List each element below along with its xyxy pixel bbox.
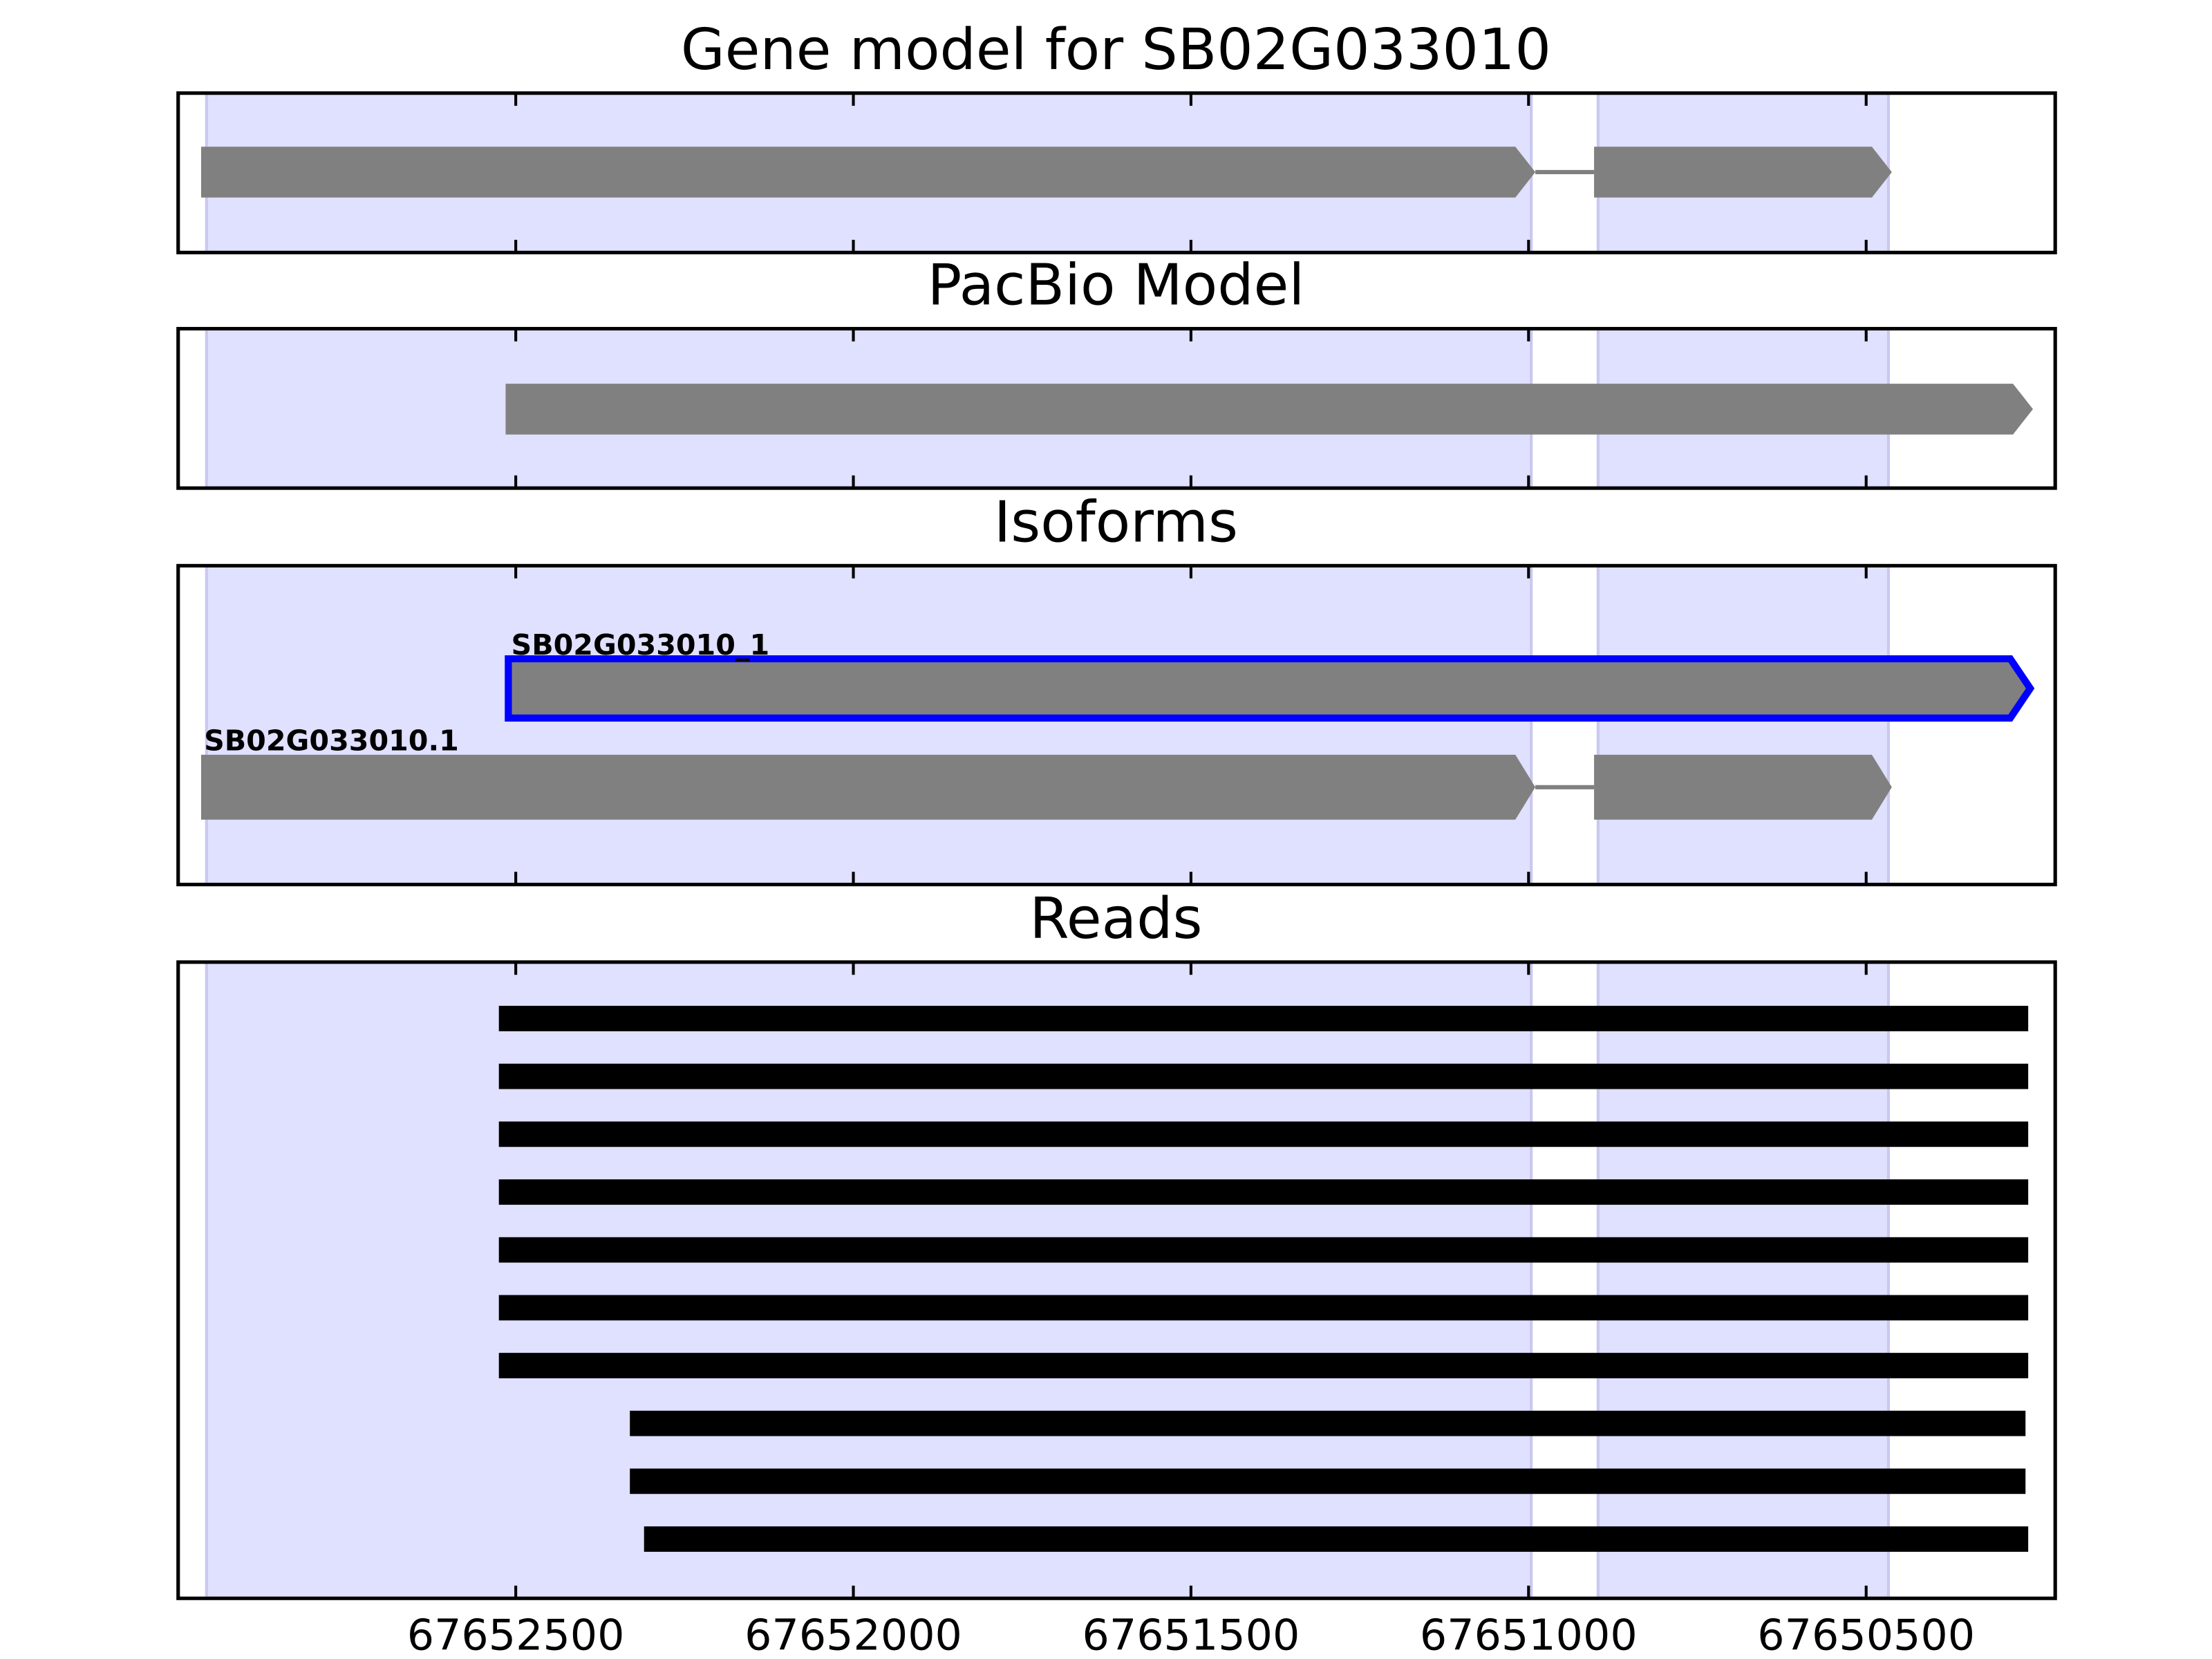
read bbox=[644, 1526, 2029, 1552]
exon bbox=[200, 147, 1536, 198]
panel-frame bbox=[176, 960, 2057, 1600]
read bbox=[498, 1237, 2029, 1263]
isoform-label: SB02G033010.1 bbox=[204, 724, 459, 758]
panel-title: Gene model for SB02G033010 bbox=[681, 17, 1551, 83]
x-tick-label: 67650500 bbox=[1757, 1611, 1975, 1659]
read bbox=[498, 1295, 2029, 1321]
read bbox=[630, 1410, 2026, 1436]
panel-title: PacBio Model bbox=[928, 253, 1305, 319]
panel-frame bbox=[176, 91, 2057, 254]
read bbox=[498, 1063, 2029, 1089]
read bbox=[498, 1353, 2029, 1378]
exon bbox=[200, 754, 1536, 820]
panel-title: Isoforms bbox=[994, 490, 1238, 556]
exon-region bbox=[1596, 564, 1890, 886]
panel-frame bbox=[176, 326, 2057, 490]
exon bbox=[1594, 754, 1892, 820]
read bbox=[498, 1006, 2029, 1031]
exon bbox=[505, 655, 2035, 722]
exon-region bbox=[1596, 960, 1890, 1600]
read bbox=[630, 1468, 2026, 1494]
x-tick-label: 67652000 bbox=[744, 1611, 962, 1659]
exon bbox=[1594, 147, 1892, 198]
x-tick-label: 67651000 bbox=[1420, 1611, 1638, 1659]
read bbox=[498, 1179, 2029, 1205]
panel-frame bbox=[176, 563, 2057, 887]
exon-region bbox=[205, 960, 1533, 1600]
exon bbox=[505, 384, 2033, 435]
isoform-label: SB02G033010_1 bbox=[512, 628, 770, 662]
panel-title: Reads bbox=[1029, 886, 1202, 952]
x-tick-label: 67651500 bbox=[1082, 1611, 1300, 1659]
read bbox=[498, 1121, 2029, 1147]
x-tick-label: 67652500 bbox=[407, 1611, 625, 1659]
